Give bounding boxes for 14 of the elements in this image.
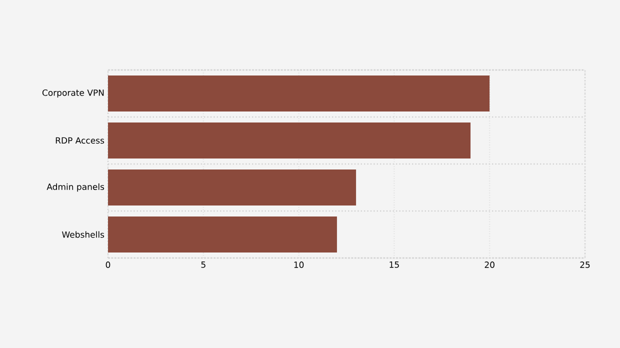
x-tick-label: 0 [106,262,110,268]
x-tick-label: 5 [201,262,206,268]
bar [108,76,490,112]
bar [108,216,337,252]
x-tick-label: 20 [484,262,494,268]
y-tick-label: Admin panels [46,183,104,192]
y-tick-label: Corporate VPN [42,89,104,98]
y-tick-label: RDP Access [56,137,104,144]
x-tick-label: 10 [294,262,304,268]
x-tick-label: 15 [390,262,399,268]
bar [108,170,356,206]
bar [108,122,471,158]
x-tick-label: 25 [580,262,590,268]
y-tick-label: Webshells [62,231,104,238]
